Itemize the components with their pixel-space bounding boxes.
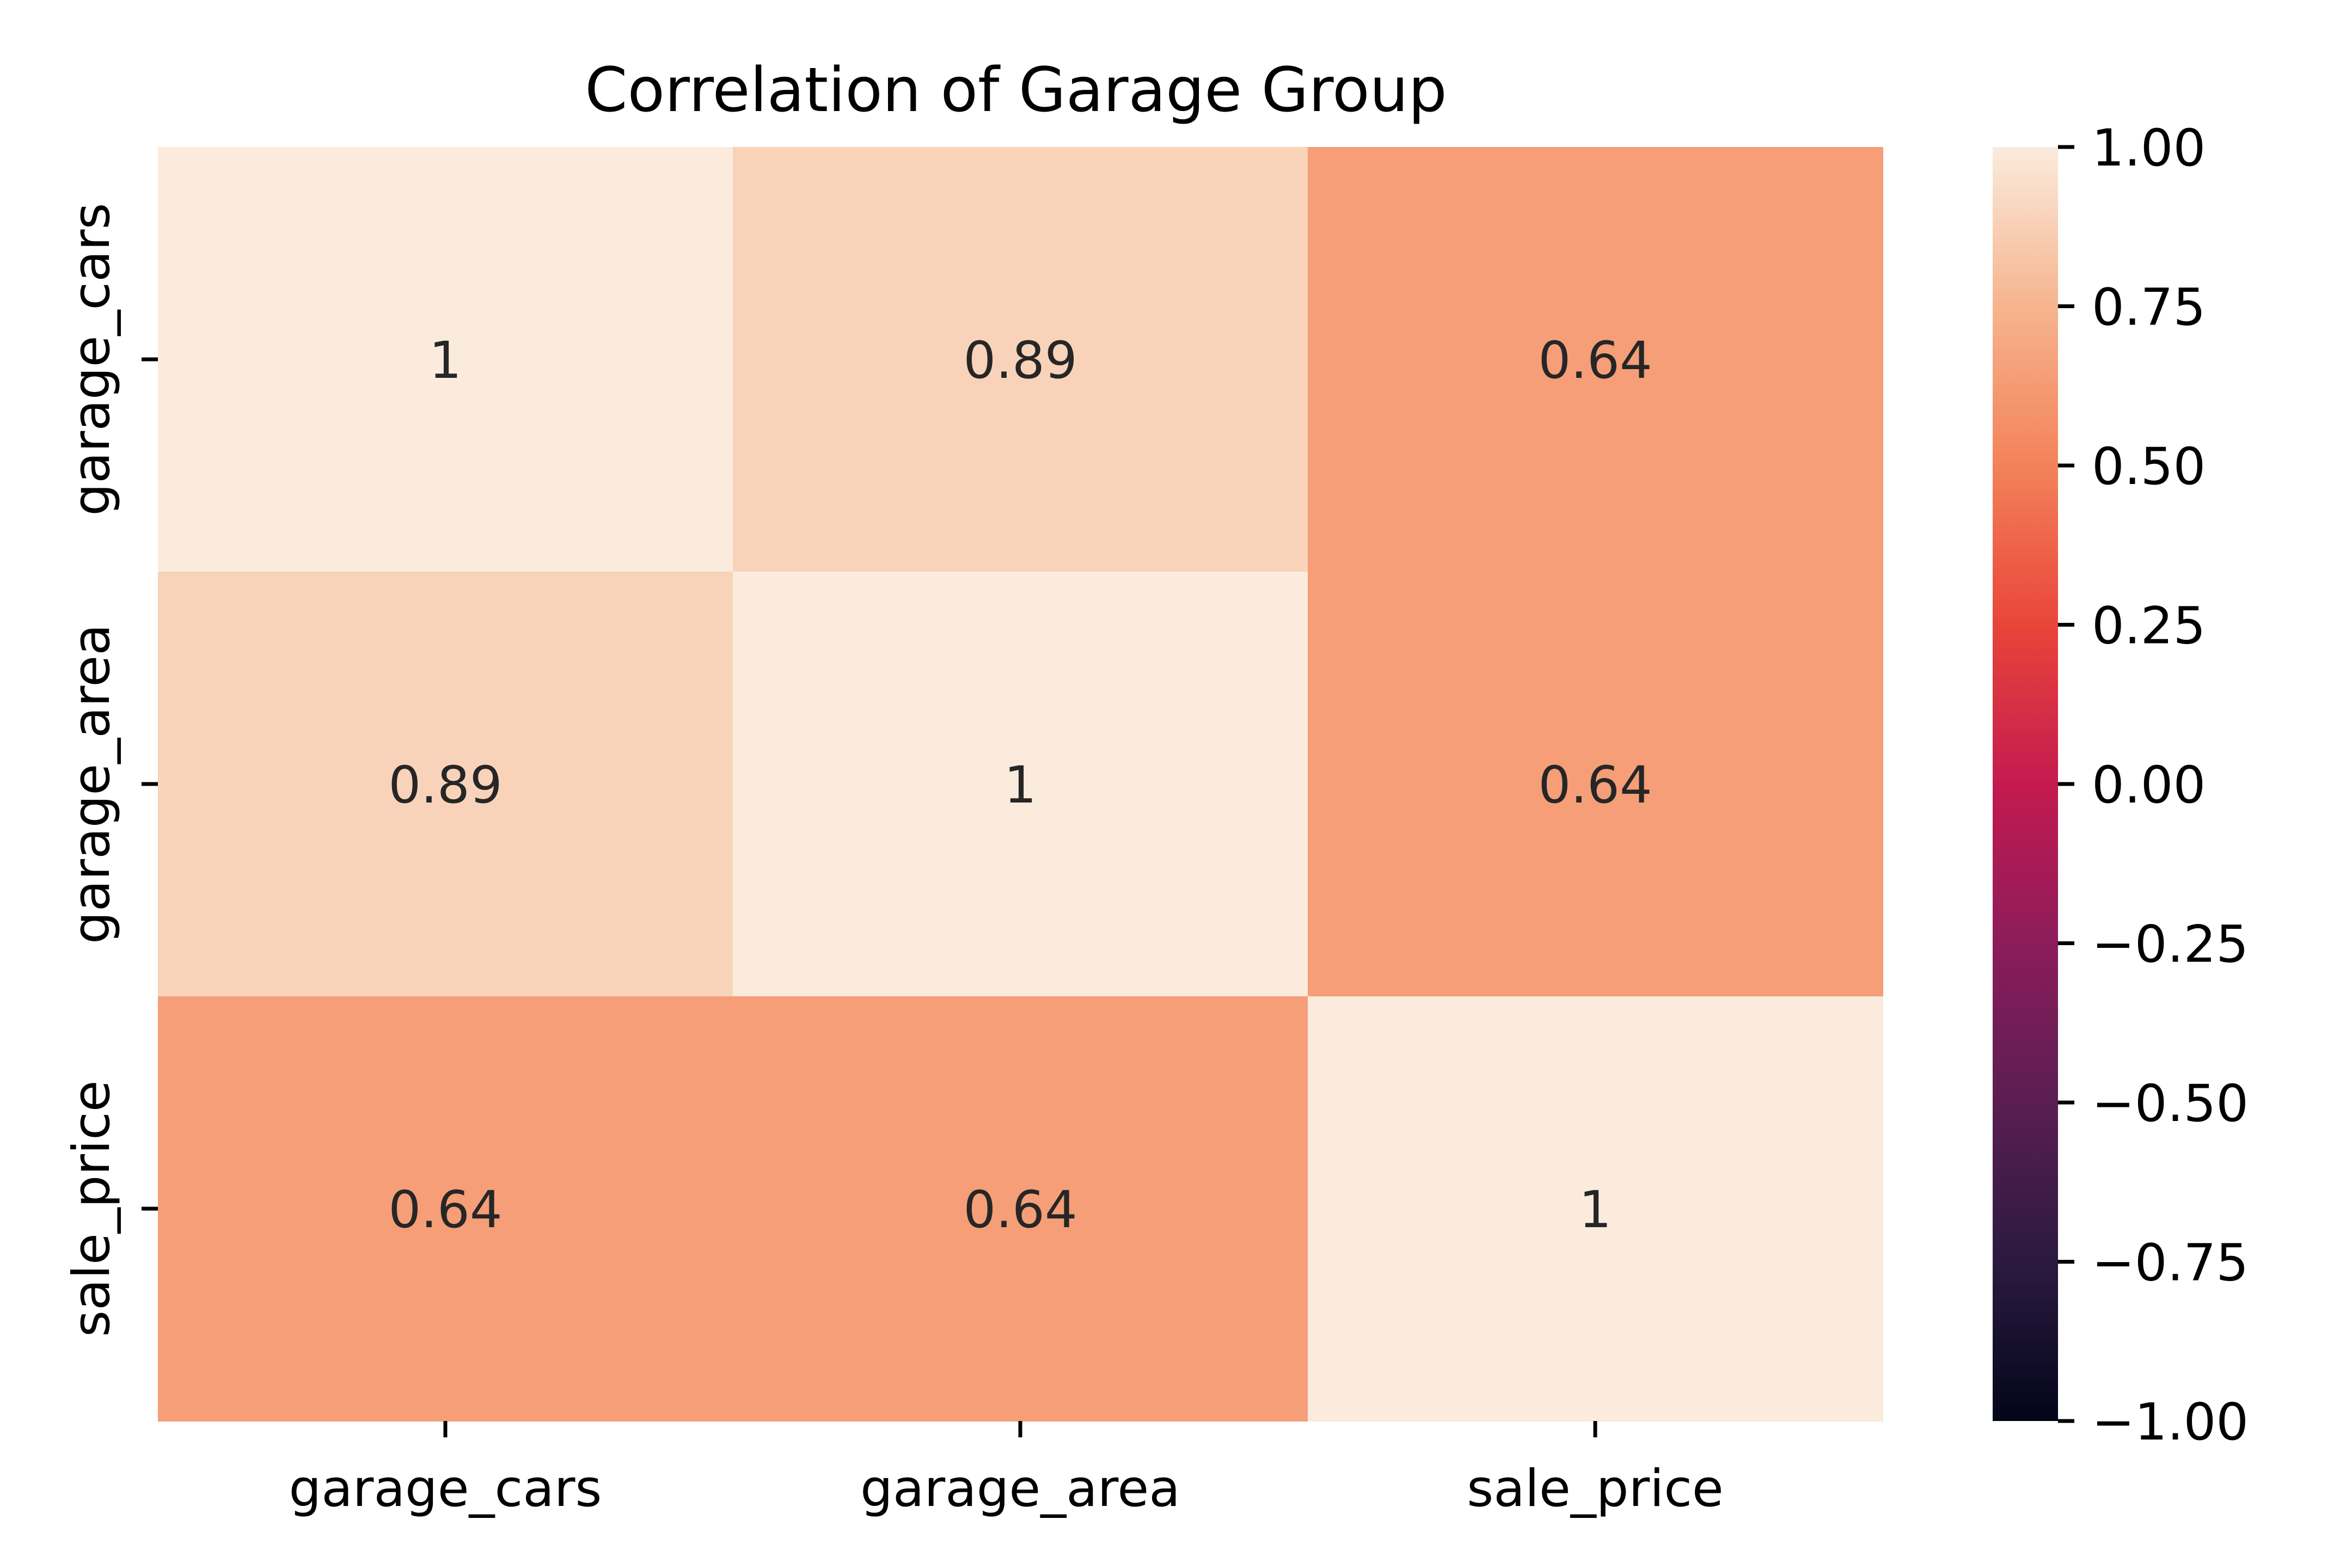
colorbar-tick-label: −0.25 bbox=[2092, 915, 2249, 975]
heatmap-cell-labels: 1 0.89 0.64 0.89 1 0.64 0.64 0.64 1 bbox=[388, 331, 1652, 1240]
heatmap-cell bbox=[733, 572, 1308, 997]
colorbar bbox=[1993, 147, 2058, 1421]
heatmap-cell bbox=[1308, 572, 1883, 997]
cell-value-label: 0.64 bbox=[1538, 756, 1652, 815]
cell-value-label: 0.89 bbox=[388, 756, 502, 815]
cell-value-label: 0.64 bbox=[1538, 331, 1652, 390]
x-tick-label: sale_price bbox=[1467, 1459, 1723, 1518]
y-tick-label: garage_area bbox=[62, 624, 121, 944]
cell-value-label: 0.64 bbox=[388, 1180, 502, 1240]
colorbar-tick-label: −1.00 bbox=[2092, 1393, 2249, 1452]
y-axis: garage_cars garage_area sale_price bbox=[62, 203, 158, 1337]
heatmap-cell bbox=[733, 996, 1308, 1422]
heatmap-cell bbox=[158, 996, 733, 1422]
heatmap-cell bbox=[158, 572, 733, 997]
heatmap-cells bbox=[158, 147, 1883, 1422]
y-tick-label: sale_price bbox=[62, 1080, 121, 1337]
chart-title: Correlation of Garage Group bbox=[585, 55, 1447, 126]
colorbar-tick-label: −0.50 bbox=[2092, 1074, 2249, 1134]
cell-value-label: 1 bbox=[429, 331, 462, 390]
cell-value-label: 0.64 bbox=[963, 1180, 1077, 1240]
x-tick-label: garage_area bbox=[860, 1459, 1180, 1518]
cell-value-label: 1 bbox=[1004, 756, 1037, 815]
x-tick-label: garage_cars bbox=[289, 1459, 602, 1518]
heatmap-cell bbox=[158, 147, 733, 572]
y-tick-label: garage_cars bbox=[62, 203, 121, 516]
cell-value-label: 0.89 bbox=[963, 331, 1077, 390]
heatmap-cell bbox=[1308, 996, 1883, 1422]
x-axis: garage_cars garage_area sale_price bbox=[289, 1421, 1724, 1518]
cell-value-label: 1 bbox=[1579, 1180, 1612, 1240]
heatmap-cell bbox=[733, 147, 1308, 572]
colorbar-axis: 1.00 0.75 0.50 0.25 0.00 −0.25 −0.50 −0.75 −1.00 bbox=[2058, 119, 2249, 1452]
colorbar-tick-label: −0.75 bbox=[2092, 1234, 2249, 1293]
colorbar-tick-label: 0.00 bbox=[2092, 756, 2206, 815]
heatmap-cell bbox=[1308, 147, 1883, 572]
colorbar-tick-label: 0.25 bbox=[2092, 597, 2206, 656]
colorbar-tick-label: 1.00 bbox=[2092, 119, 2206, 178]
colorbar-tick-label: 0.50 bbox=[2092, 437, 2206, 497]
colorbar-tick-label: 0.75 bbox=[2092, 278, 2206, 338]
